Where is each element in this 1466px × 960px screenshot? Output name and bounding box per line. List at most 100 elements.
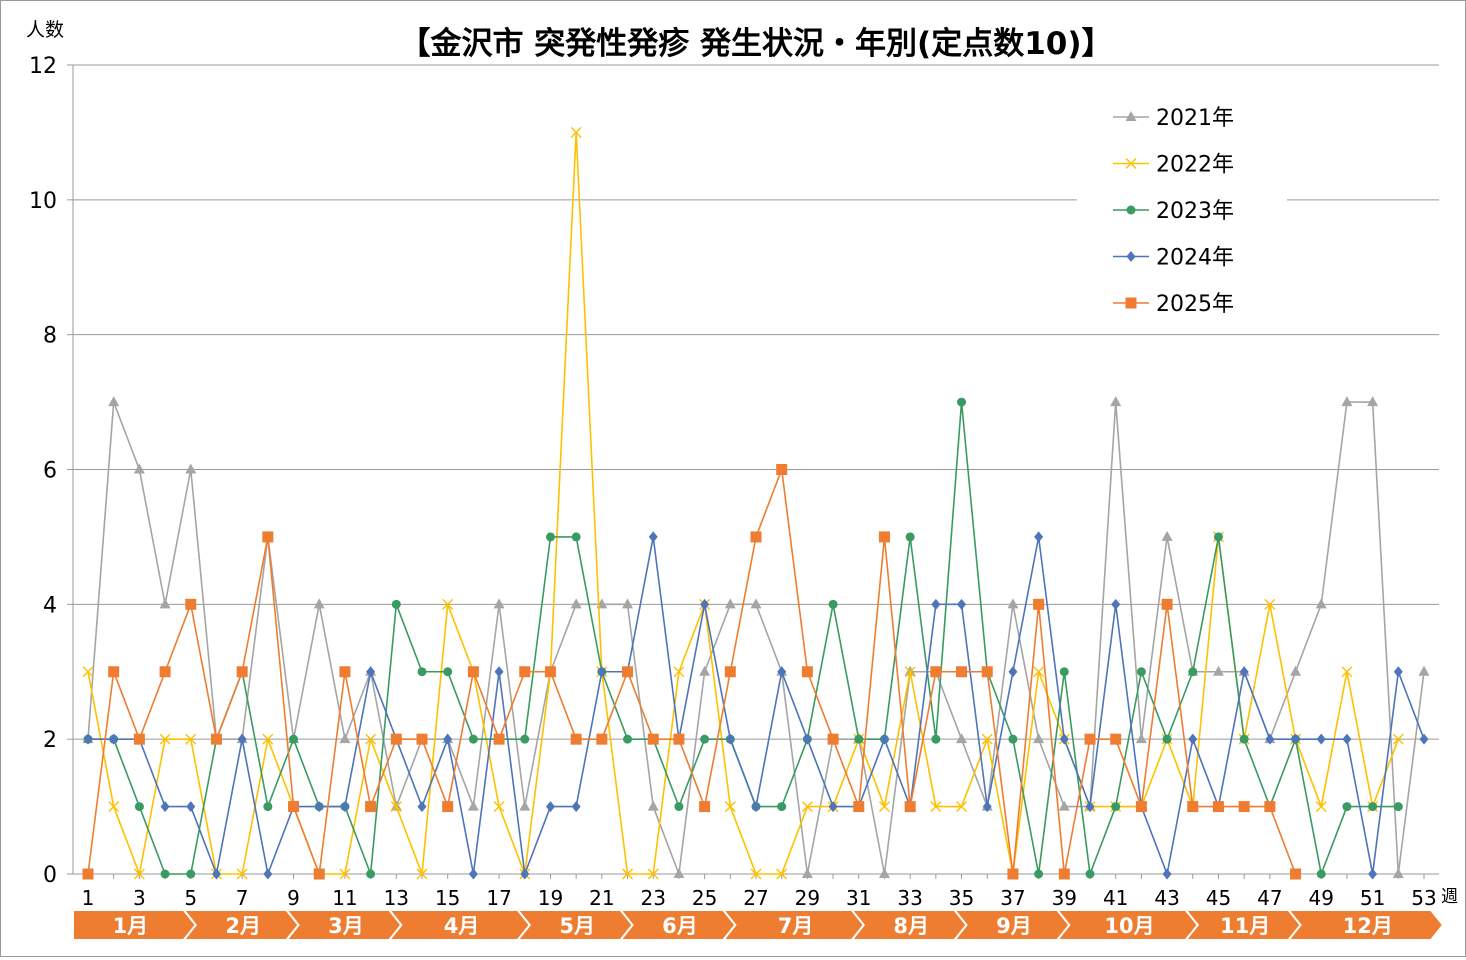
- data-point: [1213, 532, 1223, 542]
- marker-stroke: [1033, 666, 1045, 678]
- marker-stroke: [1125, 158, 1137, 169]
- data-point: [236, 666, 248, 678]
- data-point: [442, 801, 454, 813]
- x-tick-label: 45: [1206, 886, 1231, 910]
- x-axis-label: 週: [1441, 887, 1458, 907]
- data-point: [1162, 868, 1172, 880]
- data-point: [109, 733, 119, 745]
- month-label: 2月: [225, 914, 261, 938]
- data-point: [981, 666, 993, 678]
- data-point: [1290, 665, 1302, 676]
- data-point: [699, 665, 711, 676]
- data-point: [647, 733, 659, 745]
- data-point: [622, 598, 634, 609]
- data-point: [443, 667, 453, 677]
- data-point: [571, 801, 581, 813]
- data-point: [1161, 598, 1173, 610]
- data-point: [1135, 733, 1147, 744]
- data-point: [1110, 733, 1122, 745]
- data-point: [391, 599, 401, 609]
- data-point: [519, 666, 531, 678]
- marker-stroke: [1392, 733, 1404, 745]
- x-tick-label: 35: [949, 886, 974, 910]
- data-point: [133, 733, 145, 745]
- x-tick-label: 39: [1052, 886, 1077, 910]
- data-point: [878, 868, 890, 878]
- data-point: [673, 666, 685, 678]
- data-point: [210, 733, 222, 745]
- data-point: [1265, 733, 1275, 745]
- x-tick-label: 43: [1154, 886, 1179, 910]
- data-point: [1315, 801, 1327, 813]
- data-point: [828, 801, 838, 813]
- data-point: [1007, 598, 1019, 609]
- data-point: [570, 126, 582, 138]
- data-point: [1367, 396, 1379, 407]
- data-point: [674, 802, 684, 812]
- data-point: [1341, 666, 1353, 678]
- data-point: [570, 733, 582, 745]
- data-point: [262, 733, 274, 745]
- legend-marker: [1125, 297, 1137, 309]
- data-point: [1291, 733, 1301, 745]
- data-point: [1188, 667, 1198, 677]
- marker-stroke: [416, 868, 428, 880]
- marker-stroke: [108, 801, 120, 813]
- data-point: [417, 667, 427, 677]
- month-label: 1月: [113, 914, 149, 938]
- marker-stroke: [673, 666, 685, 678]
- month-label: 5月: [559, 914, 595, 938]
- data-point: [981, 733, 993, 745]
- data-point: [904, 665, 916, 676]
- data-point: [905, 532, 915, 542]
- data-point: [1315, 598, 1327, 609]
- x-tick-label: 29: [795, 886, 820, 910]
- data-point: [108, 396, 120, 407]
- legend-marker: [1125, 111, 1137, 121]
- data-point: [1136, 667, 1146, 677]
- series-2025年: [82, 464, 1302, 880]
- data-point: [777, 802, 787, 812]
- data-point: [673, 733, 685, 745]
- data-point: [673, 868, 685, 878]
- data-point: [1085, 869, 1095, 879]
- data-point: [1392, 733, 1404, 745]
- data-point: [493, 733, 505, 745]
- data-point: [930, 801, 942, 813]
- data-point: [596, 733, 608, 745]
- data-point: [185, 598, 197, 610]
- data-point: [878, 531, 890, 543]
- data-point: [1316, 869, 1326, 879]
- data-point: [931, 598, 941, 610]
- data-point: [1290, 868, 1302, 880]
- legend-label: 2025年: [1156, 292, 1234, 317]
- data-point: [313, 598, 325, 609]
- marker-stroke: [82, 666, 94, 678]
- data-point: [622, 666, 634, 678]
- x-tick-label: 5: [184, 886, 197, 910]
- x-tick-label: 33: [897, 886, 922, 910]
- x-tick-label: 37: [1000, 886, 1025, 910]
- data-point: [956, 733, 968, 744]
- data-point: [82, 666, 94, 678]
- legend-marker: [1125, 158, 1137, 169]
- data-point: [544, 666, 556, 678]
- data-point: [339, 666, 351, 678]
- x-tick-label: 19: [538, 886, 563, 910]
- data-point: [416, 733, 428, 745]
- y-axis-label: 人数: [26, 19, 64, 41]
- data-point: [801, 868, 813, 878]
- data-point: [724, 801, 736, 813]
- data-point: [493, 801, 505, 813]
- data-point: [1008, 666, 1018, 678]
- x-tick-label: 53: [1411, 886, 1436, 910]
- data-point: [82, 868, 94, 880]
- data-point: [1084, 733, 1096, 745]
- x-tick-label: 25: [692, 886, 717, 910]
- marker-stroke: [185, 733, 197, 745]
- data-point: [134, 802, 144, 812]
- marker-stroke: [1315, 801, 1327, 813]
- data-point: [339, 733, 351, 744]
- x-tick-label: 27: [743, 886, 768, 910]
- data-point: [700, 734, 710, 744]
